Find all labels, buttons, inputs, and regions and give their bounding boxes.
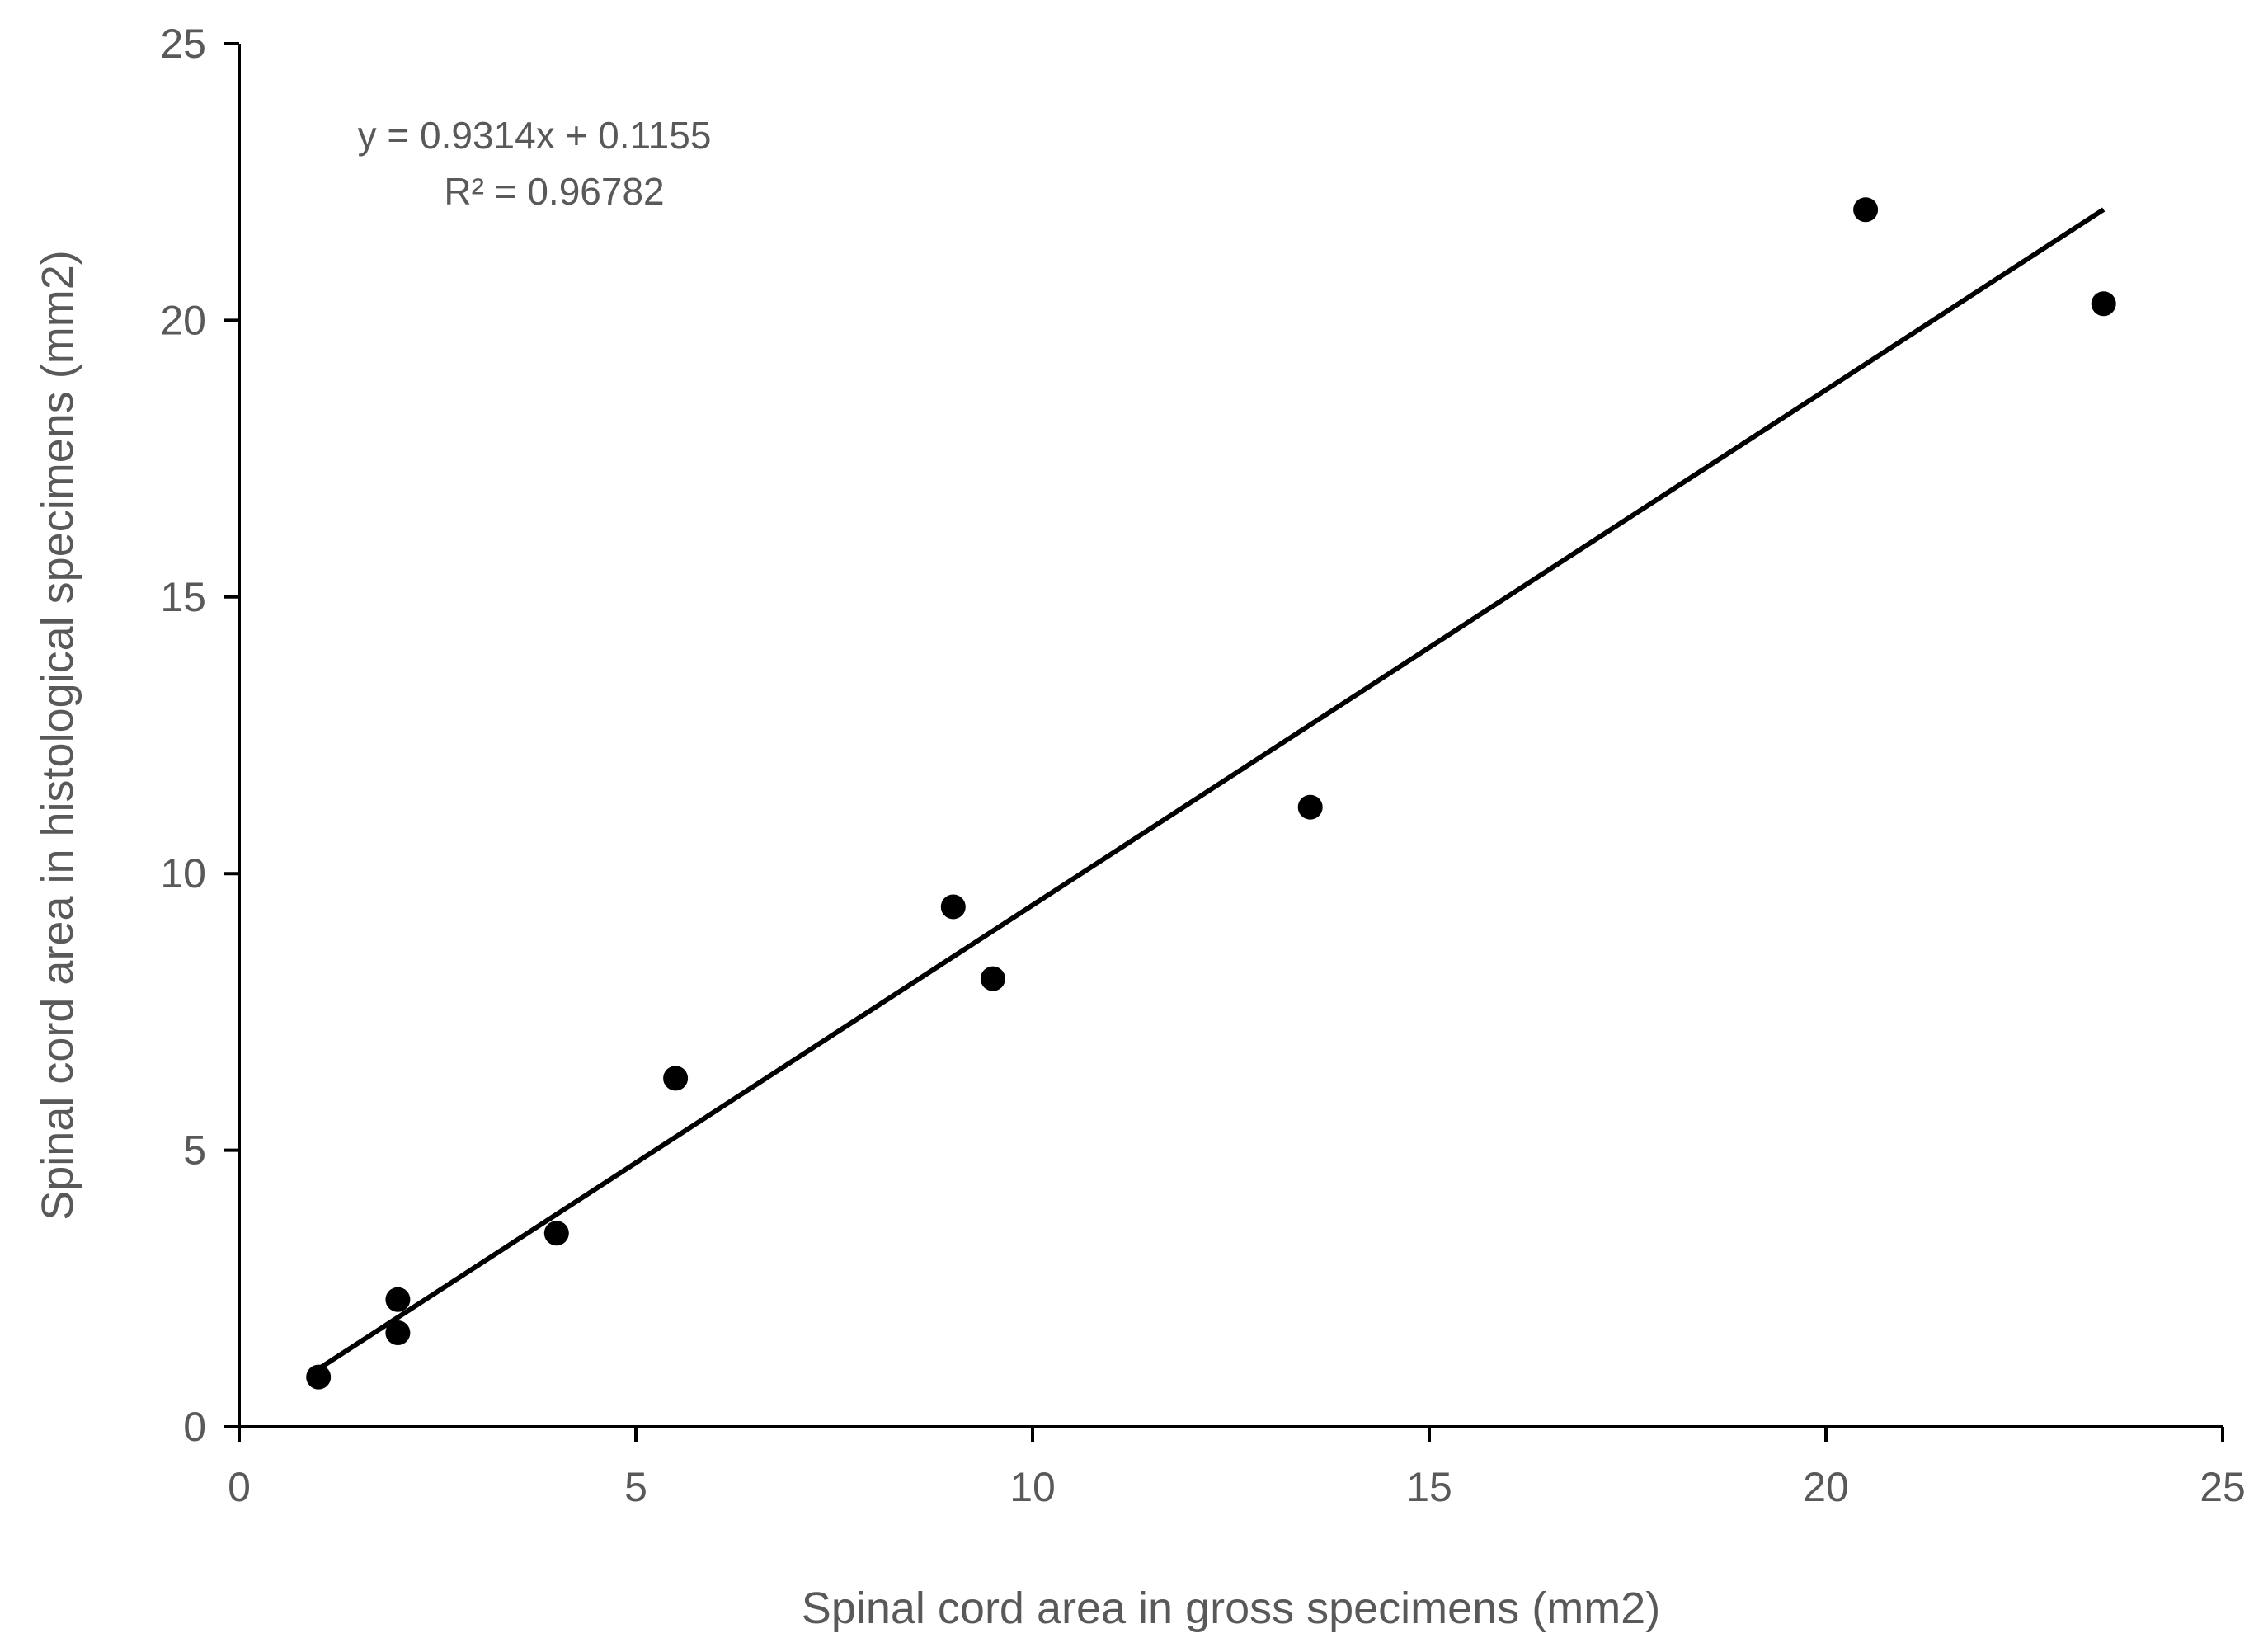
data-point [306, 1364, 332, 1390]
x-tick-label: 0 [228, 1464, 251, 1510]
x-tick-label: 5 [624, 1464, 647, 1510]
data-point [385, 1287, 411, 1312]
x-tick-label: 10 [1009, 1464, 1056, 1510]
x-tick-label: 25 [2200, 1464, 2246, 1510]
y-tick-label: 15 [160, 574, 206, 620]
trendline-equation: y = 0.9314x + 0.1155 [358, 114, 712, 157]
y-tick-label: 5 [183, 1127, 206, 1174]
x-tick-label: 20 [1803, 1464, 1849, 1510]
data-point [385, 1320, 411, 1345]
x-axis-ticks: 0 5 10 15 20 25 [228, 1427, 2246, 1510]
data-point [980, 966, 1005, 991]
x-tick-label: 15 [1406, 1464, 1452, 1510]
y-tick-label: 25 [160, 21, 206, 67]
plot-area: 0 5 10 15 20 25 0 5 10 15 20 25 [160, 21, 2245, 1510]
trendline [317, 207, 2106, 1372]
data-point [1853, 197, 1879, 223]
y-tick-label: 10 [160, 850, 206, 897]
y-axis-title: Spinal cord area in histological specime… [33, 250, 82, 1221]
data-point [2091, 291, 2116, 317]
y-tick-label: 0 [183, 1404, 206, 1450]
data-point [543, 1221, 569, 1246]
x-axis-title: Spinal cord area in gross specimens (mm2… [802, 1584, 1660, 1633]
data-point [663, 1066, 689, 1091]
y-axis-ticks: 0 5 10 15 20 25 [160, 21, 239, 1450]
data-point [940, 894, 966, 920]
r-squared-label: R² = 0.96782 [444, 170, 664, 213]
y-tick-label: 20 [160, 297, 206, 343]
data-points [306, 197, 2116, 1390]
data-point [1297, 794, 1323, 820]
